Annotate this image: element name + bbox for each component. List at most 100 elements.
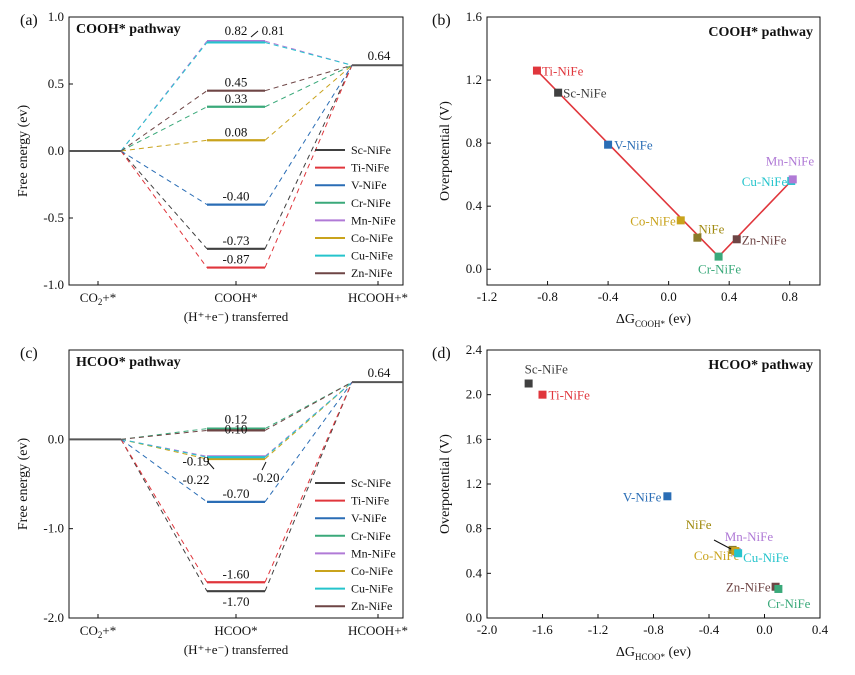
panel-b-point-zn-nife xyxy=(732,235,741,244)
panel-d-ytick-label: 1.2 xyxy=(466,476,482,491)
panel-c-panel-label: (c) xyxy=(20,345,38,362)
panel-a-ytick-label: 0.5 xyxy=(48,76,64,91)
panel-c-value-label: -1.70 xyxy=(222,594,249,609)
panel-c-ytick-label: -2.0 xyxy=(43,610,64,625)
panel-b-axes xyxy=(486,16,821,286)
panel-d-point-cu-nife xyxy=(734,549,743,558)
panel-a-value-label: 0.81 xyxy=(262,23,285,38)
panel-a-cu-nife-connector-in xyxy=(120,42,208,152)
panel-b-point-sc-nife xyxy=(554,88,563,97)
panel-d-xtick-label: -0.8 xyxy=(643,622,664,637)
panel-d-point-label: Cu-NiFe xyxy=(743,550,789,565)
panel-b-xtick-label: 0.0 xyxy=(661,289,677,304)
panel-c-zn-nife-connector-out xyxy=(264,381,353,431)
panel-d-xlabel: ΔGHCOO* (ev) xyxy=(616,645,692,662)
panel-c-sc-nife-connector-out xyxy=(264,381,353,592)
panel-d-ytick-label: 2.4 xyxy=(466,342,483,357)
panel-d-panel-label: (d) xyxy=(432,345,451,362)
panel-a-ytick-label: -0.5 xyxy=(43,210,64,225)
panel-d-xtick-label: -1.6 xyxy=(532,622,553,637)
panel-d-nife-arrow xyxy=(713,539,732,550)
panel-d-axes xyxy=(486,349,821,619)
panel-c-value-label: 0.12 xyxy=(225,412,248,427)
panel-a-panel-label: (a) xyxy=(20,12,38,29)
panel-b-xlabel: ΔGCOOH* (ev) xyxy=(616,312,692,329)
panel-d-ytick-label: 0.4 xyxy=(466,565,483,580)
panel-d-point-v-nife xyxy=(663,492,672,501)
panel-d-xtick-label: -1.2 xyxy=(588,622,609,637)
panel-a-legend-label: Cu-NiFe xyxy=(351,249,393,263)
panel-c-ti-nife-connector-out xyxy=(264,381,353,583)
panel-d-ytick-label: 0.8 xyxy=(466,521,482,536)
panel-b-ytick-label: 1.2 xyxy=(466,72,482,87)
panel-d-point-label: Mn-NiFe xyxy=(725,529,774,544)
panel-d-point-label: Zn-NiFe xyxy=(726,580,771,595)
panel-d-point-label: Co-NiFe xyxy=(694,548,740,563)
panel-b-ytick-label: 0.4 xyxy=(466,198,483,213)
panel-a-ytick-label: 0.0 xyxy=(48,143,64,158)
panel-b-ytick-label: 0.8 xyxy=(466,135,482,150)
panel-c-xcat-reactant: CO2+* xyxy=(80,623,116,640)
panel-b-xtick-label: -0.4 xyxy=(598,289,619,304)
panel-c-sc-nife-connector-in xyxy=(120,439,208,592)
panel-c-annotation-arrow xyxy=(261,461,267,471)
panel-b-point-mn-nife xyxy=(788,175,797,184)
panel-b-ytick-label: 0.0 xyxy=(466,261,482,276)
panel-c-legend-label: Sc-NiFe xyxy=(351,476,391,490)
panel-a-legend-label: Cr-NiFe xyxy=(351,196,391,210)
panel-d-xtick-label: -0.4 xyxy=(699,622,720,637)
panel-b-xtick-label: 0.4 xyxy=(721,289,738,304)
panel-c-co-nife-connector-out xyxy=(264,381,353,460)
panel-b-xtick-label: -1.2 xyxy=(477,289,498,304)
panel-a-legend-label: Zn-NiFe xyxy=(351,266,392,280)
panel-d-point-label: V-NiFe xyxy=(623,489,662,504)
panel-b-point-nife xyxy=(693,233,702,242)
panel-a-legend-label: Ti-NiFe xyxy=(351,161,389,175)
panel-a-title: COOH* pathway xyxy=(76,22,181,37)
panel-b-point-v-nife xyxy=(604,140,613,149)
panel-d-title: HCOO* pathway xyxy=(708,358,813,373)
panel-a-cu-nife-connector-out xyxy=(264,41,353,66)
panel-c-legend-label: Cr-NiFe xyxy=(351,529,391,543)
panel-c-legend-label: V-NiFe xyxy=(351,511,387,525)
panel-b-point-label: Mn-NiFe xyxy=(766,153,815,168)
panel-a-ylabel: Free energy (ev) xyxy=(16,105,31,198)
panel-c-value-label: -0.22 xyxy=(182,472,209,487)
panel-c-value-label: -0.70 xyxy=(222,486,249,501)
panel-a-value-label: 0.33 xyxy=(225,91,248,106)
panel-d-point-label: NiFe xyxy=(686,517,712,532)
panel-c-annotation-arrow xyxy=(206,460,215,470)
panel-a-legend-label: Co-NiFe xyxy=(351,231,393,245)
panel-c-cu-nife-connector-in xyxy=(120,438,208,458)
panel-c-ti-nife-connector-in xyxy=(120,439,208,583)
panel-b-point-label: Cu-NiFe xyxy=(742,174,788,189)
panel-c-ytick-label: 0.0 xyxy=(48,431,64,446)
panel-b-title: COOH* pathway xyxy=(708,25,813,40)
panel-b-point-label: Ti-NiFe xyxy=(542,64,584,79)
panel-a-value-label: -0.87 xyxy=(222,252,250,267)
panel-a-v-nife-connector-in xyxy=(120,150,208,206)
panel-c-xcat-intermediate: HCOO* xyxy=(214,623,257,638)
panel-c-co-nife-connector-in xyxy=(120,438,208,460)
panel-c-ylabel: Free energy (ev) xyxy=(16,438,31,531)
panel-b-point-cr-nife xyxy=(714,252,723,261)
panel-b-point-label: Co-NiFe xyxy=(630,213,676,228)
panel-c-zn-nife-connector-in xyxy=(120,429,208,440)
panel-c-value-label: -1.60 xyxy=(222,566,249,581)
panel-a-ti-nife-connector-out xyxy=(264,65,353,268)
panel-a-xcat-reactant: CO2+* xyxy=(80,290,116,307)
panel-c-v-nife-connector-in xyxy=(120,438,208,503)
panel-c-xlabel: (H⁺+e⁻) transferred xyxy=(184,642,289,657)
panel-a-ytick-label: 1.0 xyxy=(48,9,64,24)
panel-d-point-label: Cr-NiFe xyxy=(767,596,810,611)
panel-c-value-label: -0.19 xyxy=(182,453,209,468)
panel-c-legend-label: Cu-NiFe xyxy=(351,582,393,596)
panel-a-ti-nife-connector-in xyxy=(120,150,208,268)
panel-c-value-label: 0.64 xyxy=(368,365,391,380)
panel-a-legend-label: Sc-NiFe xyxy=(351,143,391,157)
panel-a-xcat-product: HCOOH+* xyxy=(348,290,408,305)
panel-d-ytick-label: 0.0 xyxy=(466,610,482,625)
panel-d-ytick-label: 1.6 xyxy=(466,431,483,446)
panel-a-value-label: -0.73 xyxy=(222,233,249,248)
